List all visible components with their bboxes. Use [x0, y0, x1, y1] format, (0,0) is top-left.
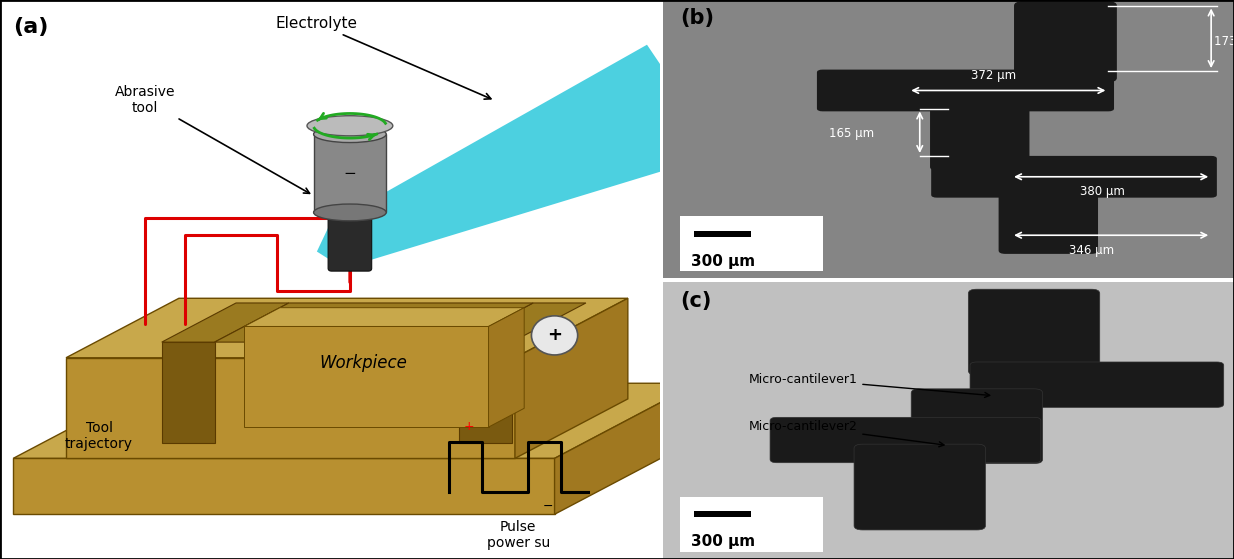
Text: Abrasive
tool: Abrasive tool	[115, 84, 310, 193]
FancyBboxPatch shape	[969, 289, 1099, 375]
Text: 300 μm: 300 μm	[691, 254, 755, 269]
Bar	[680, 216, 823, 272]
FancyBboxPatch shape	[1014, 1, 1117, 82]
Text: 346 μm: 346 μm	[1069, 244, 1114, 257]
Text: +: +	[464, 420, 474, 433]
FancyBboxPatch shape	[770, 418, 1041, 463]
Polygon shape	[489, 307, 524, 427]
Polygon shape	[459, 342, 512, 443]
Text: (a): (a)	[14, 17, 48, 37]
Text: Micro-cantilever1: Micro-cantilever1	[748, 373, 990, 397]
Polygon shape	[67, 299, 628, 358]
FancyBboxPatch shape	[854, 444, 986, 530]
Polygon shape	[14, 458, 554, 514]
Polygon shape	[67, 358, 515, 458]
Text: 372 μm: 372 μm	[971, 69, 1017, 82]
Polygon shape	[14, 383, 697, 458]
Polygon shape	[215, 303, 533, 342]
Text: (b): (b)	[680, 8, 713, 29]
Text: 173 μm: 173 μm	[1214, 35, 1234, 48]
Text: Pulse
power su: Pulse power su	[486, 520, 550, 550]
Polygon shape	[162, 303, 289, 342]
Polygon shape	[554, 383, 697, 514]
FancyBboxPatch shape	[932, 156, 1217, 198]
Bar	[313, 134, 386, 212]
Circle shape	[532, 316, 578, 355]
Text: Workpiece: Workpiece	[320, 354, 407, 372]
Ellipse shape	[313, 126, 386, 143]
Text: 300 μm: 300 μm	[691, 534, 755, 549]
Text: 165 μm: 165 μm	[829, 127, 874, 140]
Ellipse shape	[307, 116, 392, 136]
Ellipse shape	[313, 204, 386, 221]
FancyBboxPatch shape	[970, 362, 1224, 408]
Text: Micro-cantilever2: Micro-cantilever2	[748, 420, 944, 447]
Bar	[694, 230, 752, 236]
Text: Tool
trajectory: Tool trajectory	[65, 421, 133, 451]
Text: +: +	[547, 326, 561, 344]
Text: 380 μm: 380 μm	[1080, 185, 1125, 198]
Polygon shape	[244, 307, 524, 326]
Text: −: −	[343, 166, 357, 181]
FancyBboxPatch shape	[911, 389, 1043, 463]
Polygon shape	[244, 326, 489, 427]
Polygon shape	[515, 299, 628, 458]
Polygon shape	[162, 342, 215, 443]
Text: Electrolyte: Electrolyte	[276, 16, 491, 99]
Polygon shape	[317, 45, 674, 268]
FancyBboxPatch shape	[817, 70, 1114, 111]
FancyBboxPatch shape	[998, 183, 1098, 254]
Bar	[680, 497, 823, 552]
FancyBboxPatch shape	[930, 94, 1029, 170]
Bar	[694, 511, 752, 518]
Text: (c): (c)	[680, 291, 711, 311]
FancyBboxPatch shape	[328, 210, 371, 271]
Text: −: −	[543, 500, 553, 513]
Polygon shape	[459, 303, 586, 342]
